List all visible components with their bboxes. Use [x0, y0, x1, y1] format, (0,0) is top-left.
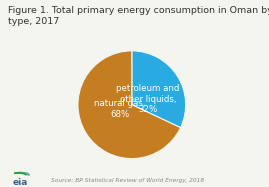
Text: Figure 1. Total primary energy consumption in Oman by fuel
type, 2017: Figure 1. Total primary energy consumpti… — [8, 6, 269, 26]
Wedge shape — [78, 51, 180, 159]
Text: natural gas,
68%: natural gas, 68% — [94, 99, 146, 119]
Text: petroleum and
other liquids,
32%: petroleum and other liquids, 32% — [116, 85, 180, 114]
Text: eia: eia — [13, 178, 28, 187]
Wedge shape — [132, 51, 186, 128]
Text: Source: BP Statistical Review of World Energy, 2018: Source: BP Statistical Review of World E… — [51, 178, 204, 183]
